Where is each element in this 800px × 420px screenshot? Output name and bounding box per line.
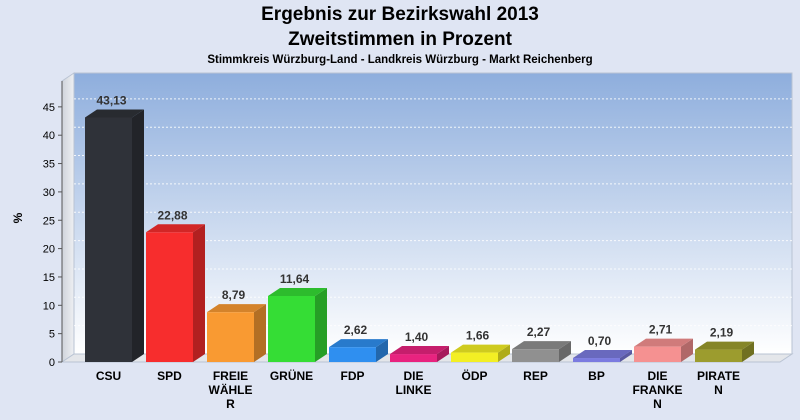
category-label: DIE FRANKE N [632,369,683,411]
chart-title-line2: Zweitstimmen in Prozent [288,29,512,50]
bar-top [390,346,449,355]
bar-front [268,296,315,362]
category-label: CSU [95,369,122,383]
side-wall [61,72,75,363]
bar-top [451,344,510,353]
value-label: 2,62 [344,323,368,337]
bar-5: 1,40 [390,330,449,362]
bar-side [498,344,510,362]
chart-title: Ergebnis zur Bezirkswahl 2013 [261,4,539,25]
bar-7: 2,27 [512,325,571,362]
y-axis: 0 5 10 15 20 25 30 35 40 45 [43,81,63,369]
value-label: 2,19 [710,326,734,340]
bar-top [573,350,632,359]
bar-side [559,341,571,362]
value-label: 11,64 [280,272,310,286]
bar-0: 43,13 [85,93,144,362]
bars: 43,13 22,88 8,79 11,64 2,62 1,40 1,66 2,27 0,70 2… [85,93,754,362]
y-tick-label: 5 [49,329,55,341]
bar-front [85,117,132,362]
bar-front [329,347,376,362]
bar-top [695,341,754,350]
y-tick-label: 45 [43,102,55,114]
category-label: SPD [157,369,182,383]
bar-3: 11,64 [268,272,327,362]
category-label: DIE LINKE [395,369,432,397]
y-tick-label: 20 [43,244,55,256]
y-axis-label: % [11,212,25,223]
bar-top [146,224,205,233]
bar-top [512,341,571,350]
category-label: PIRATE N [696,369,741,397]
category-label: GRÜNE [269,369,314,383]
bar-front [634,346,681,362]
value-label: 2,71 [649,323,673,337]
bar-top [268,288,327,297]
bar-side [437,346,449,362]
bar-side [681,338,693,362]
bar-top [85,109,144,118]
value-label: 1,40 [405,330,429,344]
bar-8: 0,70 [573,334,632,362]
bar-top [329,339,388,348]
category-label: FREIE WÄHLE R [208,369,253,411]
category-label: ÖDP [461,369,488,383]
bar-side [132,109,144,362]
value-label: 43,13 [96,93,126,107]
y-tick-label: 25 [43,215,55,227]
bar-front [146,232,193,362]
bar-top [207,304,266,313]
bar-front [512,349,559,362]
bar-side [620,350,632,362]
bar-front [451,352,498,362]
bar-side [315,288,327,362]
category-label: BP [588,369,605,383]
category-label: REP [523,369,548,383]
bar-side [254,304,266,362]
value-label: 22,88 [157,208,187,222]
y-tick-label: 35 [43,159,55,171]
bar-6: 1,66 [451,329,510,362]
y-tick-label: 30 [43,187,55,199]
bar-10: 2,19 [695,326,754,362]
bar-side [193,224,205,362]
y-tick-label: 15 [43,272,55,284]
category-label: FDP [340,369,365,383]
bar-front [207,312,254,362]
bar-front [695,349,742,362]
bar-1: 22,88 [146,208,205,362]
y-tick-label: 0 [49,357,55,369]
bar-side [742,341,754,362]
bar-9: 2,71 [634,323,693,362]
bar-side [376,339,388,362]
value-label: 1,66 [466,329,490,343]
bar-front [573,358,620,362]
bar-4: 2,62 [329,323,388,362]
value-label: 8,79 [222,288,246,302]
value-label: 0,70 [588,334,612,348]
y-tick-label: 10 [43,300,55,312]
chart-subtitle: Stimmkreis Würzburg-Land - Landkreis Wür… [207,54,593,66]
bar-2: 8,79 [207,288,266,362]
bar-top [634,338,693,347]
bar-front [390,354,437,362]
value-label: 2,27 [527,325,551,339]
y-tick-label: 40 [43,130,55,142]
